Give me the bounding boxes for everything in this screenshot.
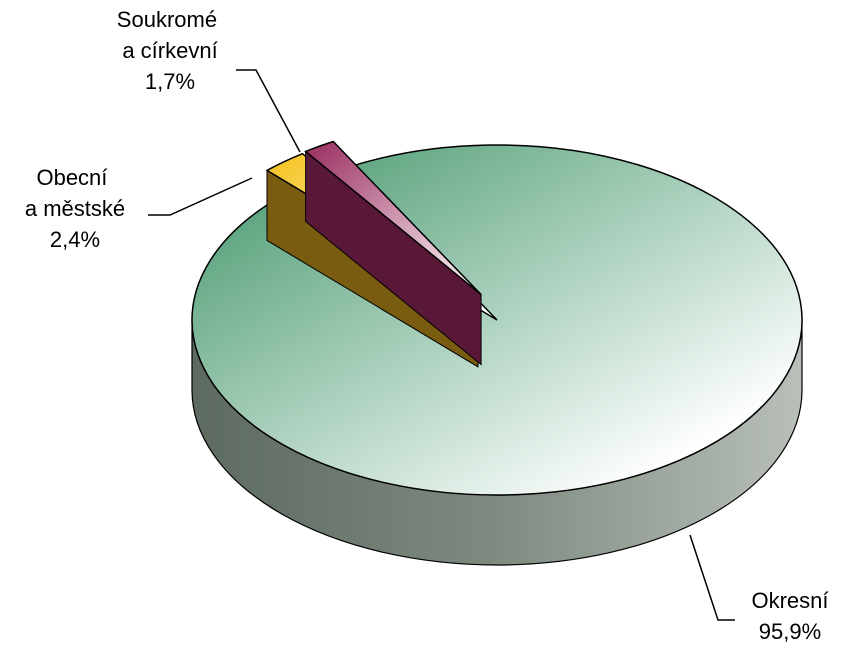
slice-label: Okresní: [751, 588, 828, 613]
slice-label: Obecní a městské: [25, 165, 125, 221]
leader-line: [236, 69, 301, 153]
value-label: 2,4%: [50, 227, 100, 252]
value-label: 95,9%: [759, 619, 821, 644]
slice: [304, 140, 482, 296]
slice-label: Soukromé a církevní: [117, 7, 223, 63]
value-label: 1,7%: [145, 69, 195, 94]
leader-line: [689, 534, 735, 621]
leader-line: [148, 177, 253, 216]
